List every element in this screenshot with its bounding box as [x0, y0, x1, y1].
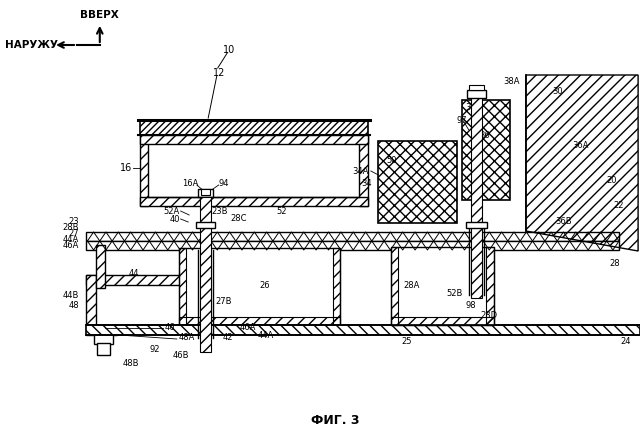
Bar [86, 325, 640, 335]
Text: 36B: 36B [556, 217, 572, 225]
Bar [94, 332, 113, 344]
Text: 38A: 38A [503, 77, 520, 85]
Bar [467, 90, 486, 98]
Text: 28A: 28A [404, 280, 420, 289]
Bar [360, 135, 368, 206]
Text: 28B: 28B [62, 222, 79, 232]
Text: 26: 26 [259, 281, 269, 291]
Text: 30: 30 [552, 86, 563, 96]
Bar [86, 241, 619, 250]
Bar [378, 141, 458, 223]
Text: 52B: 52B [446, 288, 463, 298]
Bar [200, 197, 211, 352]
Text: 48: 48 [68, 300, 79, 310]
Bar [96, 245, 106, 288]
Text: 44B: 44B [63, 291, 79, 299]
Text: 44A: 44A [257, 331, 273, 341]
Bar [86, 275, 96, 325]
Text: 48B: 48B [122, 358, 139, 368]
Bar [196, 222, 215, 228]
Bar [466, 222, 487, 228]
Text: 27: 27 [68, 229, 79, 237]
Text: 94: 94 [218, 179, 228, 187]
Text: НАРУЖУ: НАРУЖУ [5, 40, 58, 50]
Text: 23: 23 [68, 217, 79, 225]
Text: ВВЕРХ: ВВЕРХ [81, 10, 119, 20]
Text: 36A: 36A [573, 140, 589, 149]
Bar [486, 247, 493, 325]
Text: 44A: 44A [63, 234, 79, 244]
Text: 28C: 28C [230, 214, 247, 222]
Text: 52A: 52A [163, 206, 180, 215]
Bar [391, 247, 493, 325]
Text: 24: 24 [621, 338, 631, 346]
Text: 92: 92 [150, 346, 160, 354]
Text: 20: 20 [606, 175, 617, 184]
Bar [391, 247, 399, 325]
Text: 34: 34 [361, 179, 372, 187]
Bar [140, 197, 368, 206]
Text: 27B: 27B [215, 296, 232, 306]
Text: 97: 97 [457, 116, 467, 124]
Text: 36: 36 [479, 131, 490, 140]
Text: 98: 98 [465, 300, 476, 310]
Bar [470, 93, 482, 298]
Text: 40: 40 [169, 214, 180, 224]
Bar [333, 248, 340, 325]
Text: 22: 22 [614, 201, 625, 210]
Text: 46A: 46A [240, 323, 257, 333]
Text: 50: 50 [387, 155, 397, 164]
Text: 44: 44 [129, 268, 140, 277]
Bar [200, 189, 210, 195]
Bar [179, 248, 186, 325]
Text: 42: 42 [223, 334, 234, 342]
Text: 12: 12 [213, 68, 226, 78]
Text: 52: 52 [276, 206, 287, 215]
Text: 96: 96 [476, 89, 486, 97]
Bar [140, 135, 368, 144]
Text: 16A: 16A [182, 179, 198, 187]
Bar [198, 189, 213, 197]
Bar [86, 275, 200, 285]
Text: 46A: 46A [63, 241, 79, 249]
Text: 34A: 34A [353, 167, 369, 175]
Bar [179, 248, 340, 325]
Text: 28: 28 [609, 259, 620, 268]
Text: 23B: 23B [211, 206, 228, 215]
Text: ФИГ. 3: ФИГ. 3 [312, 415, 360, 427]
Text: 48A: 48A [179, 334, 195, 342]
Bar [86, 232, 619, 241]
Text: 10: 10 [223, 45, 236, 55]
Bar [140, 120, 368, 135]
Text: 16: 16 [120, 163, 132, 173]
Bar [391, 317, 493, 325]
Bar [140, 135, 148, 206]
Text: 46B: 46B [172, 351, 189, 361]
Text: 46: 46 [164, 323, 175, 333]
Bar [97, 343, 110, 355]
Bar [179, 317, 340, 325]
Text: 23D: 23D [480, 311, 497, 319]
Bar [86, 325, 117, 335]
Text: 25: 25 [402, 338, 412, 346]
Bar [462, 100, 509, 200]
Bar [469, 85, 484, 90]
Text: 38: 38 [465, 102, 476, 112]
